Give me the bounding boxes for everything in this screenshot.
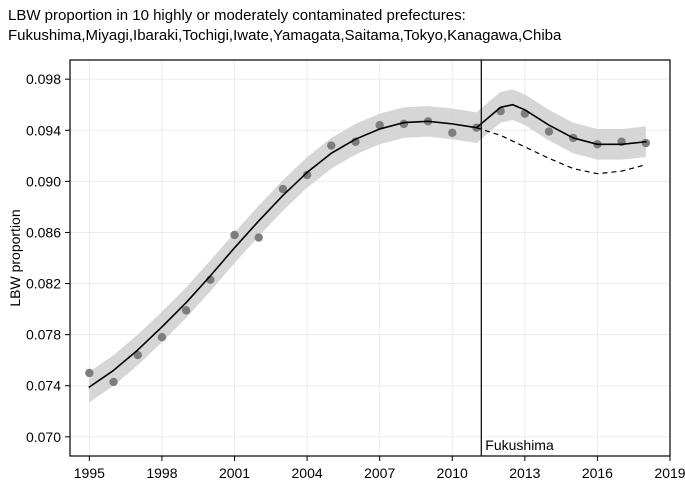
plot-area <box>85 60 650 456</box>
data-point <box>85 369 93 377</box>
x-tick-label: 1995 <box>74 465 105 481</box>
chart-title-line2: Fukushima,Miyagi,Ibaraki,Tochigi,Iwate,Y… <box>8 27 562 44</box>
y-tick-label: 0.074 <box>26 378 61 394</box>
data-point <box>642 139 650 147</box>
data-point <box>448 129 456 137</box>
x-tick-label: 2013 <box>509 465 540 481</box>
y-tick-label: 0.070 <box>26 429 61 445</box>
lbw-chart: LBW proportion in 10 highly or moderatel… <box>0 0 685 501</box>
x-tick-label: 2001 <box>219 465 250 481</box>
data-point <box>255 233 263 241</box>
x-tick-label: 2010 <box>437 465 468 481</box>
data-point <box>230 231 238 239</box>
y-tick-label: 0.098 <box>26 71 61 87</box>
y-tick-label: 0.078 <box>26 327 61 343</box>
y-tick-label: 0.082 <box>26 276 61 292</box>
chart-title-line1: LBW proportion in 10 highly or moderatel… <box>8 7 466 24</box>
x-tick-label: 1998 <box>146 465 177 481</box>
y-axis-title: LBW proportion <box>7 209 23 306</box>
data-point <box>158 333 166 341</box>
x-tick-label: 2019 <box>654 465 685 481</box>
y-tick-label: 0.090 <box>26 173 61 189</box>
data-point <box>109 378 117 386</box>
x-tick-label: 2004 <box>292 465 323 481</box>
x-tick-label: 2007 <box>364 465 395 481</box>
confidence-band <box>89 89 645 402</box>
event-label: Fukushima <box>485 437 554 453</box>
y-tick-label: 0.094 <box>26 122 61 138</box>
data-point <box>327 141 335 149</box>
data-point <box>182 306 190 314</box>
y-tick-label: 0.086 <box>26 224 61 240</box>
x-tick-label: 2016 <box>582 465 613 481</box>
data-point <box>545 127 553 135</box>
